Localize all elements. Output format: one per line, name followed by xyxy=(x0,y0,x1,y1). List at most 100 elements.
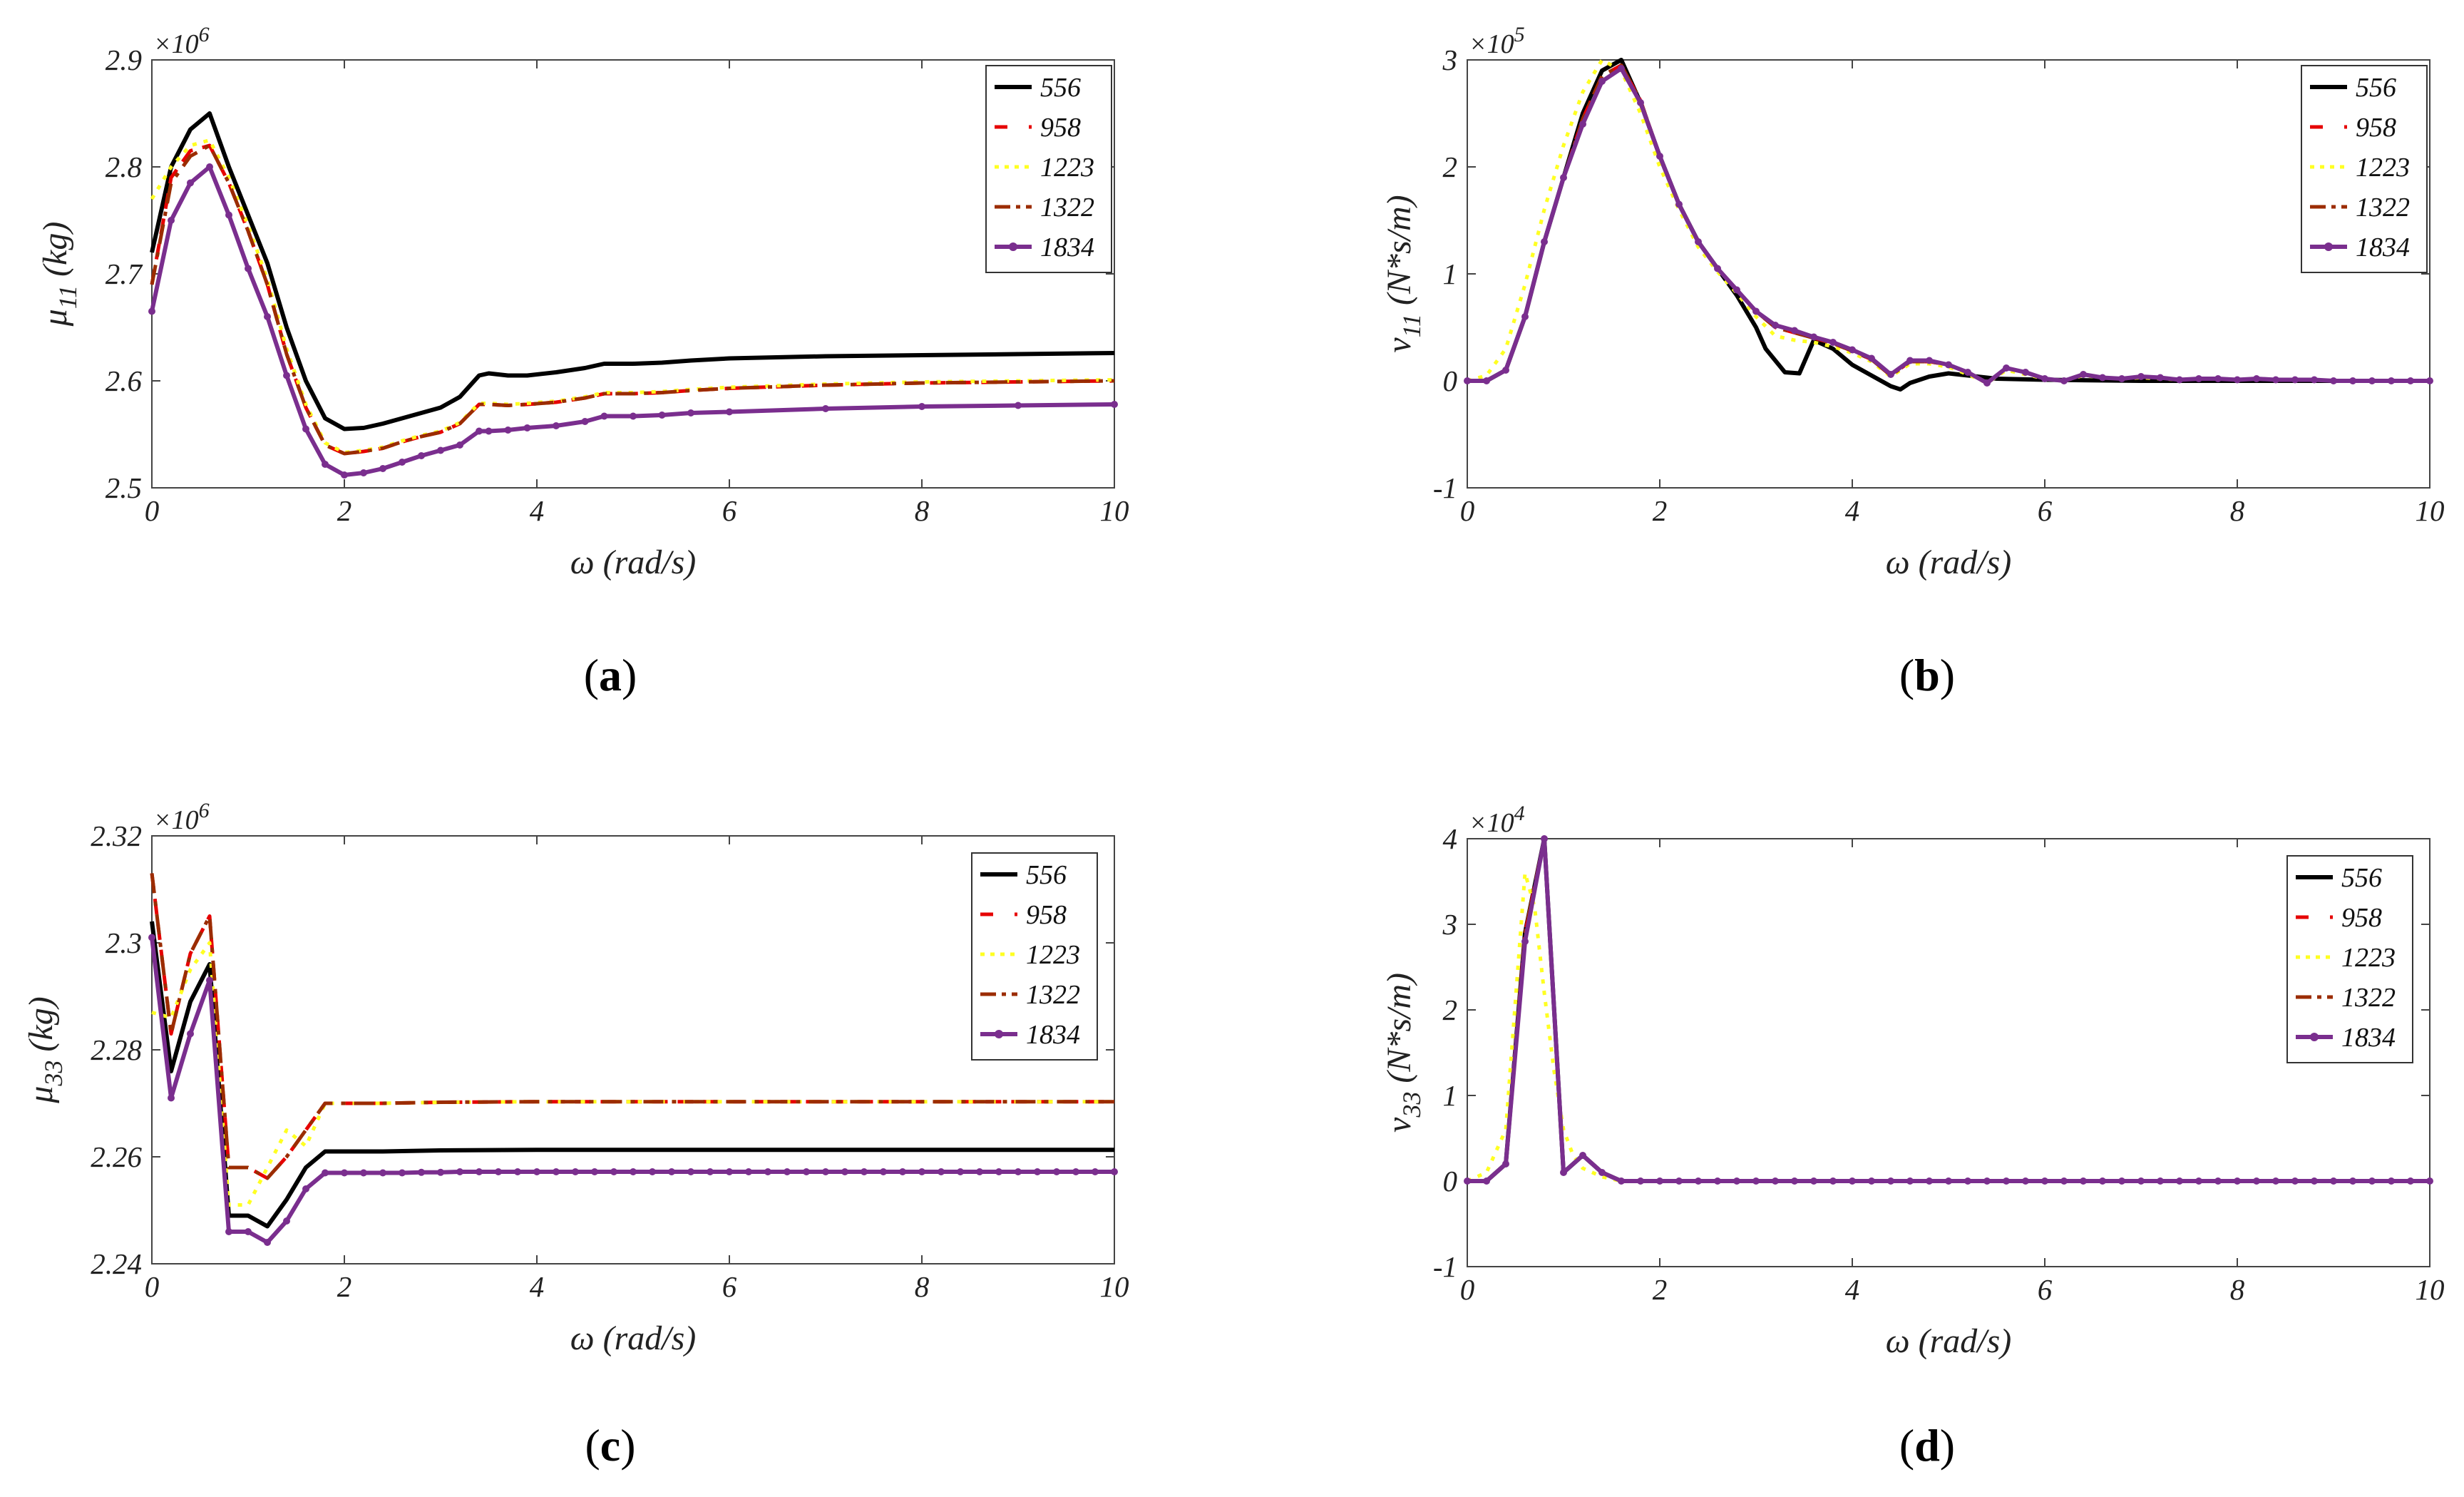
series-marker-1834 xyxy=(1849,346,1856,354)
series-marker-1834 xyxy=(360,1169,367,1177)
legend-label-958: 958 xyxy=(1040,113,1081,143)
series-marker-1834 xyxy=(2311,376,2318,384)
series-marker-1834 xyxy=(726,1168,733,1175)
legend-label-1223: 1223 xyxy=(1026,940,1080,970)
x-tick-label: 0 xyxy=(1460,494,1475,527)
series-marker-1834 xyxy=(957,1168,964,1175)
series-marker-1834 xyxy=(1675,200,1683,208)
series-marker-1834 xyxy=(341,471,348,479)
series-marker-1834 xyxy=(1964,369,1971,376)
series-marker-1834 xyxy=(283,372,290,379)
series-marker-1834 xyxy=(1541,835,1548,842)
series-marker-1834 xyxy=(1502,1160,1509,1168)
series-marker-1834 xyxy=(2253,375,2260,382)
y-axis-label: μ33 (kg) xyxy=(22,996,68,1103)
series-marker-1834 xyxy=(456,441,463,449)
y-tick-label: 2.5 xyxy=(106,471,142,504)
series-marker-1834 xyxy=(1733,286,1740,294)
series-marker-1834 xyxy=(668,1168,675,1175)
series-marker-1834 xyxy=(1483,377,1490,384)
series-marker-1834 xyxy=(822,405,829,412)
series-marker-1834 xyxy=(600,412,608,420)
series-marker-1834 xyxy=(1464,377,1471,384)
series-marker-1834 xyxy=(2022,369,2029,376)
series-marker-1834 xyxy=(1034,1168,1041,1175)
y-tick-label: 3 xyxy=(1442,44,1458,76)
y-multiplier: ×106 xyxy=(153,799,210,835)
x-axis-label: ω (rad/s) xyxy=(1886,1322,2012,1360)
series-marker-1834 xyxy=(1695,238,1702,245)
y-axis-label: ν33 (N*s/m) xyxy=(1380,973,1426,1133)
series-marker-1834 xyxy=(1675,1177,1683,1185)
legend-label-1223: 1223 xyxy=(1040,153,1094,183)
series-marker-1834 xyxy=(2234,376,2241,384)
x-tick-label: 2 xyxy=(1653,1273,1668,1306)
y-multiplier: ×105 xyxy=(1469,23,1525,59)
series-marker-1834 xyxy=(1791,327,1798,334)
series-marker-1834 xyxy=(726,408,733,416)
series-marker-1834 xyxy=(2118,1177,2125,1185)
x-axis-label: ω (rad/s) xyxy=(570,1319,697,1357)
series-marker-1834 xyxy=(1637,1177,1644,1185)
series-marker-1834 xyxy=(1560,1169,1567,1176)
series-marker-1834 xyxy=(2234,1177,2241,1185)
series-marker-1834 xyxy=(2330,377,2337,384)
series-marker-1834 xyxy=(1618,1177,1625,1185)
series-marker-1834 xyxy=(1868,354,1875,362)
x-axis-label: ω (rad/s) xyxy=(1886,543,2012,581)
series-marker-1834 xyxy=(2195,1177,2202,1185)
series-marker-1834 xyxy=(1906,357,1914,364)
legend-label-1834: 1834 xyxy=(1040,233,1094,262)
y-tick-label: 0 xyxy=(1443,1165,1458,1197)
caption-c: (c) xyxy=(585,1420,635,1471)
series-marker-1834 xyxy=(1791,1177,1798,1185)
series-marker-1834 xyxy=(1541,238,1548,245)
series-marker-1834 xyxy=(784,1168,791,1175)
legend-label-958: 958 xyxy=(1026,900,1067,930)
series-marker-1834 xyxy=(2099,374,2106,382)
series-marker-1834 xyxy=(187,179,194,187)
series-marker-1834 xyxy=(1887,1177,1894,1185)
x-tick-label: 4 xyxy=(1845,494,1860,527)
legend-label-556: 556 xyxy=(2341,863,2382,893)
series-marker-1834 xyxy=(1945,361,1952,369)
series-marker-1834 xyxy=(1829,339,1837,346)
series-marker-1834 xyxy=(1560,174,1567,181)
series-marker-1834 xyxy=(1111,401,1118,408)
x-tick-label: 10 xyxy=(2416,1273,2445,1306)
series-marker-1834 xyxy=(1926,357,1933,364)
series-marker-1834 xyxy=(476,1168,483,1175)
series-marker-1834 xyxy=(168,1094,175,1102)
legend-label-958: 958 xyxy=(2341,903,2382,933)
series-marker-1834 xyxy=(168,217,175,224)
series-marker-1834 xyxy=(822,1168,829,1175)
series-marker-1834 xyxy=(2349,1177,2356,1185)
series-marker-1834 xyxy=(225,211,232,219)
legend-box xyxy=(985,65,1112,273)
series-marker-1834 xyxy=(1906,1177,1914,1185)
y-tick-label: 2.32 xyxy=(91,819,142,852)
series-marker-1834 xyxy=(148,934,155,941)
series-marker-1834 xyxy=(456,1168,463,1175)
legend-label-556: 556 xyxy=(2356,73,2396,103)
series-marker-1834 xyxy=(2368,1177,2376,1185)
series-marker-1834 xyxy=(1772,322,1779,329)
series-marker-1834 xyxy=(1695,1177,1702,1185)
series-marker-1834 xyxy=(2407,377,2414,384)
x-tick-label: 2 xyxy=(337,494,352,527)
x-tick-label: 4 xyxy=(530,1270,545,1303)
legend-label-1322: 1322 xyxy=(2356,193,2410,223)
series-marker-1834 xyxy=(745,1168,752,1175)
series-marker-1834 xyxy=(1637,99,1644,106)
y-tick-label: 2 xyxy=(1443,150,1458,183)
legend-box xyxy=(2286,855,2413,1063)
y-axis-label: μ11 (kg) xyxy=(36,222,82,327)
series-marker-1834 xyxy=(1015,402,1022,409)
series-marker-1834 xyxy=(1618,65,1625,72)
series-marker-1834 xyxy=(399,459,406,466)
series-marker-1834 xyxy=(1752,1177,1760,1185)
series-marker-1834 xyxy=(1887,371,1894,378)
x-tick-label: 8 xyxy=(915,494,930,527)
series-marker-1834 xyxy=(1714,1177,1721,1185)
series-marker-1834 xyxy=(283,1217,290,1225)
